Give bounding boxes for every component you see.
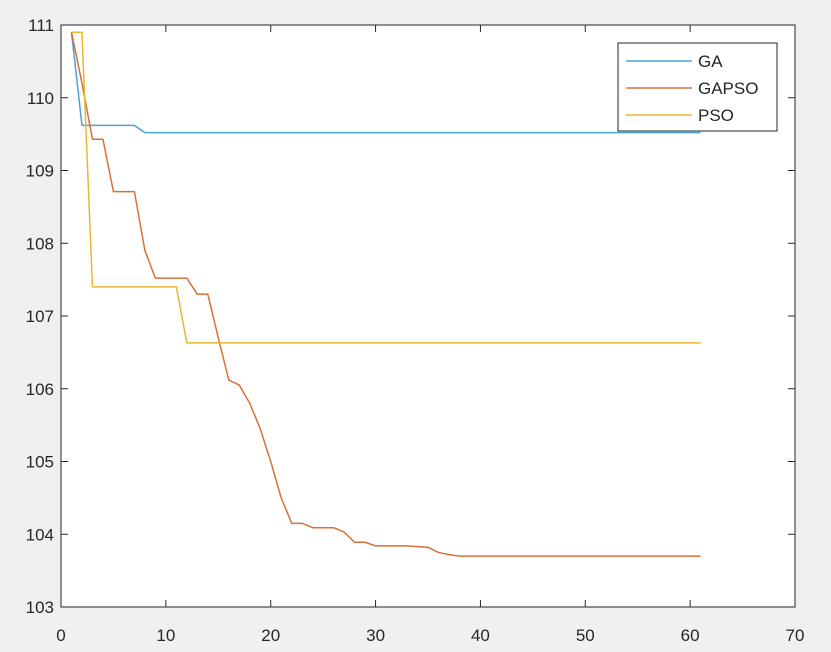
legend-label-pso: PSO (698, 106, 734, 125)
y-tick-label: 109 (26, 162, 54, 181)
x-tick-label: 40 (471, 626, 490, 645)
x-tick-label: 10 (156, 626, 175, 645)
series-line-pso (71, 31, 701, 344)
x-tick-label: 0 (56, 626, 65, 645)
y-tick-label: 107 (26, 307, 54, 326)
x-tick-label: 70 (786, 626, 805, 645)
y-tick-label: 105 (26, 453, 54, 472)
y-tick-label: 111 (28, 16, 54, 35)
series-layer (70, 31, 701, 557)
x-tick-label: 30 (366, 626, 385, 645)
legend-box (617, 42, 778, 132)
x-tick-label: 60 (681, 626, 700, 645)
x-tick-label: 50 (576, 626, 595, 645)
legend-label-gapso: GAPSO (698, 79, 758, 98)
y-tick-label: 110 (27, 89, 54, 108)
series-line-gapso (70, 32, 701, 557)
legend-label-ga: GA (698, 52, 723, 71)
legend: GA GAPSO PSO (617, 42, 778, 132)
tick-layer: 0 10 20 30 40 50 60 70 103 104 105 106 107 108 109 110 1… (26, 16, 805, 645)
y-tick-label: 108 (26, 234, 54, 253)
y-tick-label: 106 (26, 380, 54, 399)
y-tick-label: 104 (26, 525, 54, 544)
y-tick-label: 103 (26, 598, 54, 617)
series-line-ga (70, 32, 701, 134)
x-tick-label: 20 (261, 626, 280, 645)
